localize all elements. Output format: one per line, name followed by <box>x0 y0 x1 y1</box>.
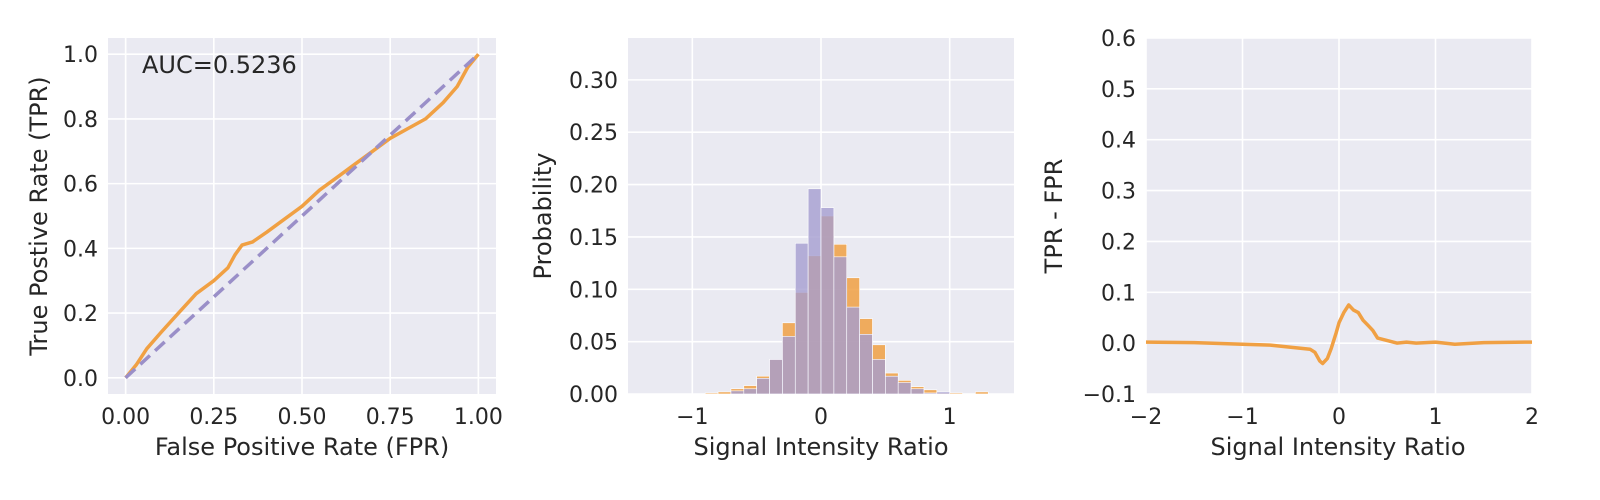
histogram-y-tick-label: 0.20 <box>569 174 618 199</box>
histogram-bar-series-2 <box>872 359 886 395</box>
roc-panel: 0.00 0.25 0.50 0.75 1.00 0.0 0.2 0.4 0.6 0.8 1.0 A… <box>25 38 503 461</box>
histogram-bar-series-2 <box>923 392 938 395</box>
histogram-y-tick-label: 0.05 <box>569 331 618 356</box>
roc-y-tick-label: 0.0 <box>63 367 98 392</box>
roc-y-tick-label: 1.0 <box>63 43 98 68</box>
histogram-xlabel: Signal Intensity Ratio <box>693 433 948 461</box>
difference-ylabel: TPR - FPR <box>1040 159 1068 275</box>
difference-y-tick-label: 0.1 <box>1101 281 1136 306</box>
difference-series-line <box>1145 303 1533 366</box>
histogram-bar-series-2 <box>820 207 835 395</box>
difference-panel: −2 −1 0 1 2 −0.1 0.0 0.1 0.2 0.3 0.4 0.5 0.6 Signal … <box>1040 27 1539 461</box>
histogram-bar-series-2 <box>807 188 822 395</box>
roc-x-tick-label: 1.00 <box>454 405 503 430</box>
histogram-x-tick-label: −1 <box>676 405 708 430</box>
auc-annotation: AUC=0.5236 <box>142 51 297 79</box>
histogram-bar-series-1 <box>704 392 719 395</box>
roc-x-tick-label: 0.50 <box>278 405 327 430</box>
difference-y-tick-label: 0.2 <box>1101 230 1136 255</box>
histogram-ticks: −1 0 1 0.00 0.05 0.10 0.15 0.20 0.25 0.30 <box>569 69 957 430</box>
histogram-bar-series-1 <box>949 392 963 395</box>
difference-y-tick-label: 0.3 <box>1101 180 1136 205</box>
difference-x-tick-label: 2 <box>1525 405 1539 430</box>
histogram-bar-series-2 <box>782 336 796 395</box>
roc-grid <box>108 38 496 394</box>
histogram-x-tick-label: 0 <box>814 405 828 430</box>
histogram-bar-series-1 <box>717 391 732 395</box>
difference-y-tick-label: −0.1 <box>1083 383 1136 408</box>
roc-ylabel: True Postive Rate (TPR) <box>25 76 53 356</box>
difference-x-tick-label: −2 <box>1130 405 1162 430</box>
roc-y-tick-label: 0.8 <box>63 108 98 133</box>
histogram-y-tick-label: 0.15 <box>569 226 618 251</box>
roc-y-tick-label: 0.6 <box>63 173 98 198</box>
difference-grid <box>1145 37 1533 395</box>
histogram-bar-series-2 <box>730 390 745 395</box>
histogram-bar-series-2 <box>769 359 783 395</box>
histogram-x-tick-label: 1 <box>943 405 957 430</box>
histogram-bar-series-2 <box>910 388 925 395</box>
histogram-bar-series-2 <box>846 306 860 395</box>
histogram-bar-series-2 <box>743 388 757 395</box>
histogram-ylabel: Probability <box>529 153 557 280</box>
histogram-bar-series-2 <box>833 256 848 395</box>
roc-y-tick-label: 0.4 <box>63 237 98 262</box>
histogram-y-tick-label: 0.10 <box>569 278 618 303</box>
roc-marks <box>124 52 480 380</box>
difference-y-tick-label: 0.5 <box>1101 78 1136 103</box>
difference-x-tick-label: −1 <box>1226 405 1258 430</box>
histogram-bar-series-2 <box>936 391 950 395</box>
histogram-bar-series-2 <box>885 375 899 395</box>
difference-xlabel: Signal Intensity Ratio <box>1210 433 1465 461</box>
difference-y-tick-label: 0.6 <box>1101 27 1136 52</box>
roc-y-tick-label: 0.2 <box>63 302 98 327</box>
histogram-panel: −1 0 1 0.00 0.05 0.10 0.15 0.20 0.25 0.30 Signal … <box>529 38 1014 461</box>
roc-roc-line <box>124 53 480 379</box>
histogram-bar-series-2 <box>794 242 809 395</box>
histogram-marks <box>704 188 989 395</box>
histogram-bar-series-1 <box>975 391 989 395</box>
histogram-bar-series-2 <box>756 377 770 395</box>
roc-x-tick-label: 0.75 <box>366 405 415 430</box>
difference-x-tick-label: 0 <box>1332 405 1346 430</box>
histogram-y-tick-label: 0.30 <box>569 69 618 94</box>
roc-x-tick-label: 0.25 <box>189 405 238 430</box>
roc-ticks: 0.00 0.25 0.50 0.75 1.00 0.0 0.2 0.4 0.6 0.8 1.0 <box>63 43 503 430</box>
roc-xlabel: False Positive Rate (FPR) <box>155 433 449 461</box>
histogram-y-tick-label: 0.00 <box>569 383 618 408</box>
difference-x-tick-label: 1 <box>1429 405 1443 430</box>
difference-y-tick-label: 0.4 <box>1101 129 1136 154</box>
histogram-bar-series-2 <box>897 382 912 395</box>
difference-marks <box>1145 303 1533 366</box>
histogram-bar-series-2 <box>859 334 873 395</box>
roc-x-tick-label: 0.00 <box>101 405 150 430</box>
difference-y-tick-label: 0.0 <box>1101 332 1136 357</box>
histogram-y-tick-label: 0.25 <box>569 121 618 146</box>
difference-ticks: −2 −1 0 1 2 −0.1 0.0 0.1 0.2 0.3 0.4 0.5 0.6 <box>1083 27 1539 430</box>
